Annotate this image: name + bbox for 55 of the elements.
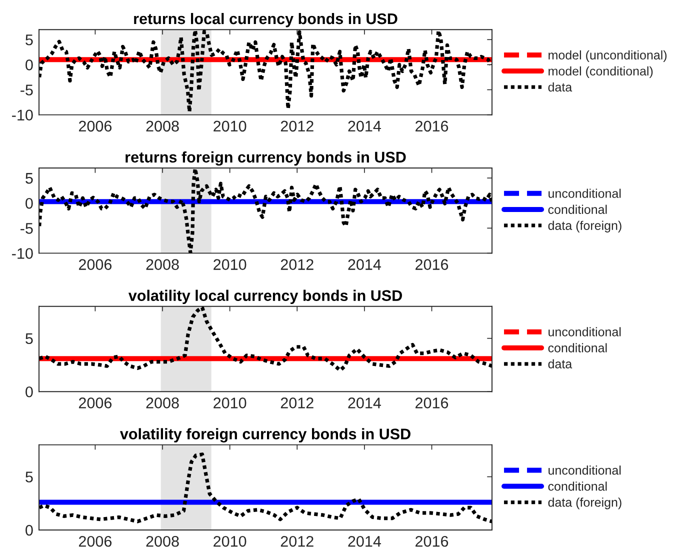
legend-label: model (unconditional) <box>548 50 667 62</box>
line-series <box>39 168 492 254</box>
x-tick-label: 2016 <box>416 398 448 408</box>
x-tick-label: 2016 <box>416 259 448 270</box>
x-tick-label: 2010 <box>214 398 246 408</box>
y-tick-label: 0 <box>26 198 33 209</box>
y-tick-label: 5 <box>26 472 33 482</box>
legend-label: data <box>548 359 572 368</box>
y-tick-label: -10 <box>12 110 33 120</box>
x-tick-label: 2006 <box>78 259 112 270</box>
legend-label: data (foreign) <box>548 220 622 232</box>
x-tick-label: 2008 <box>146 120 179 132</box>
x-tick-label: 2012 <box>280 398 314 408</box>
x-tick-label: 2014 <box>348 259 381 270</box>
legend-label: unconditional <box>548 327 621 336</box>
y-tick-label: 0 <box>26 524 33 536</box>
x-tick-label: 2010 <box>214 259 246 270</box>
legend-label: data <box>548 82 572 92</box>
y-tick-label: 0 <box>26 386 33 398</box>
x-tick-label: 2006 <box>78 120 112 132</box>
x-tick-label: 2014 <box>348 120 381 132</box>
chart-title: returns foreign currency bonds in USD <box>126 151 406 166</box>
legend-label: model (conditional) <box>548 66 653 78</box>
line-series <box>39 30 492 114</box>
legend-label: conditional <box>548 343 607 352</box>
x-tick-label: 2016 <box>416 536 448 547</box>
x-tick-label: 2012 <box>280 536 314 547</box>
y-tick-label: 0 <box>26 60 33 70</box>
y-tick-label: 5 <box>26 333 33 344</box>
chart-title: volatility foreign currency bonds in USD <box>120 428 410 442</box>
legend-label: conditional <box>548 482 607 491</box>
x-tick-label: 2012 <box>280 120 314 132</box>
x-tick-label: 2006 <box>78 536 112 547</box>
y-tick-label: 5 <box>26 173 33 184</box>
y-tick-label: 5 <box>26 34 33 46</box>
x-tick-label: 2016 <box>416 120 448 132</box>
legend-label: data (foreign) <box>548 498 622 510</box>
x-tick-label: 2012 <box>280 259 314 270</box>
x-tick-label: 2008 <box>146 398 179 408</box>
legend-label: unconditional <box>548 188 621 198</box>
legend-label: conditional <box>548 204 607 214</box>
chart-title: returns local currency bonds in USD <box>134 12 398 28</box>
y-tick-label: -10 <box>12 248 33 259</box>
chart-title: volatility local currency bonds in USD <box>128 290 402 304</box>
y-tick-label: -5 <box>20 84 33 96</box>
x-tick-label: 2014 <box>348 398 381 408</box>
x-tick-label: 2006 <box>78 398 112 408</box>
line-series <box>39 452 492 524</box>
x-tick-label: 2008 <box>146 259 179 270</box>
x-tick-label: 2010 <box>214 120 246 132</box>
y-tick-label: -5 <box>20 223 33 234</box>
x-tick-label: 2010 <box>214 536 246 547</box>
x-tick-label: 2008 <box>146 536 179 547</box>
x-tick-label: 2014 <box>348 536 381 547</box>
legend-label: unconditional <box>548 466 621 475</box>
